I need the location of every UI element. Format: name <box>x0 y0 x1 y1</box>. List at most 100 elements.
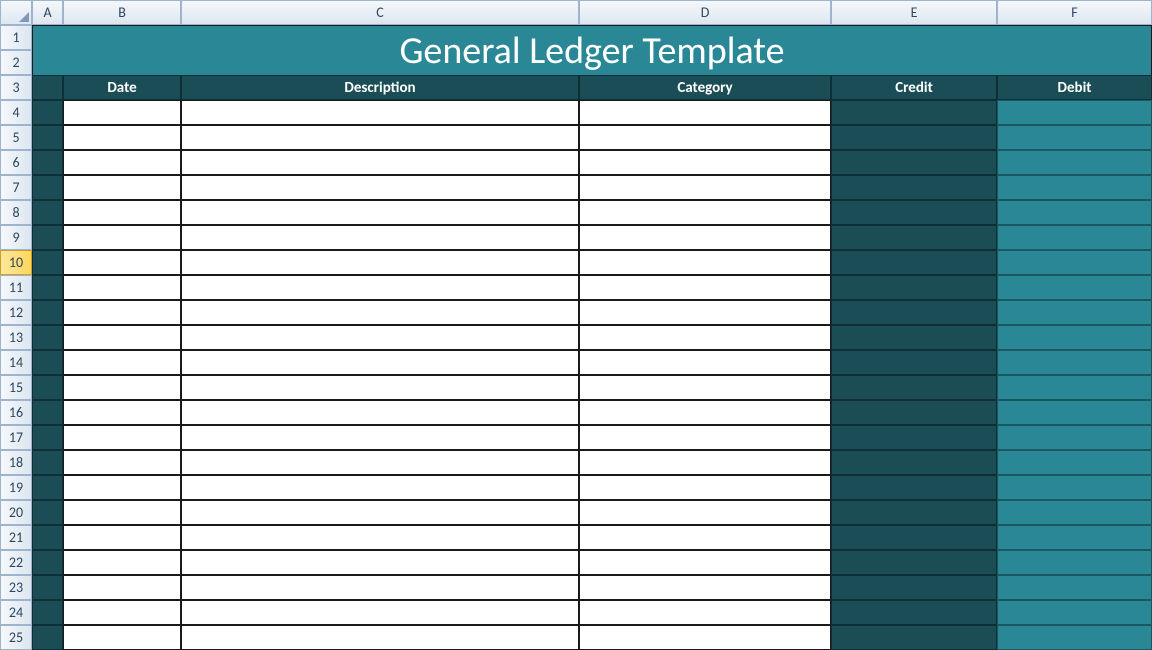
cell-f-5[interactable] <box>997 125 1152 150</box>
cell-a-22[interactable] <box>32 550 63 575</box>
cell-b-20[interactable] <box>63 500 181 525</box>
cell-b-17[interactable] <box>63 425 181 450</box>
cell-f-8[interactable] <box>997 200 1152 225</box>
cell-d-15[interactable] <box>579 375 831 400</box>
cell-d-10[interactable] <box>579 250 831 275</box>
cell-d-5[interactable] <box>579 125 831 150</box>
cell-e-15[interactable] <box>831 375 997 400</box>
cell-e-12[interactable] <box>831 300 997 325</box>
col-a-row-3[interactable] <box>32 75 63 100</box>
cell-f-11[interactable] <box>997 275 1152 300</box>
cell-d-12[interactable] <box>579 300 831 325</box>
cell-e-17[interactable] <box>831 425 997 450</box>
cell-e-6[interactable] <box>831 150 997 175</box>
cell-c-25[interactable] <box>181 625 579 650</box>
cell-a-5[interactable] <box>32 125 63 150</box>
cell-e-21[interactable] <box>831 525 997 550</box>
cell-f-14[interactable] <box>997 350 1152 375</box>
cell-a-6[interactable] <box>32 150 63 175</box>
cell-c-21[interactable] <box>181 525 579 550</box>
cell-a-7[interactable] <box>32 175 63 200</box>
row-header-2[interactable]: 2 <box>0 50 32 75</box>
cell-b-21[interactable] <box>63 525 181 550</box>
cell-f-23[interactable] <box>997 575 1152 600</box>
cell-f-15[interactable] <box>997 375 1152 400</box>
spreadsheet-grid[interactable]: ABCDEF1General Ledger Template23DateDesc… <box>0 0 1152 650</box>
cell-b-19[interactable] <box>63 475 181 500</box>
cell-c-19[interactable] <box>181 475 579 500</box>
cell-d-21[interactable] <box>579 525 831 550</box>
cell-f-10[interactable] <box>997 250 1152 275</box>
cell-e-7[interactable] <box>831 175 997 200</box>
cell-f-25[interactable] <box>997 625 1152 650</box>
row-header-12[interactable]: 12 <box>0 300 32 325</box>
cell-a-18[interactable] <box>32 450 63 475</box>
cell-e-10[interactable] <box>831 250 997 275</box>
cell-d-14[interactable] <box>579 350 831 375</box>
cell-f-24[interactable] <box>997 600 1152 625</box>
cell-c-22[interactable] <box>181 550 579 575</box>
cell-b-5[interactable] <box>63 125 181 150</box>
cell-b-24[interactable] <box>63 600 181 625</box>
cell-e-24[interactable] <box>831 600 997 625</box>
cell-b-8[interactable] <box>63 200 181 225</box>
row-header-7[interactable]: 7 <box>0 175 32 200</box>
cell-d-11[interactable] <box>579 275 831 300</box>
cell-d-20[interactable] <box>579 500 831 525</box>
cell-c-23[interactable] <box>181 575 579 600</box>
cell-d-6[interactable] <box>579 150 831 175</box>
cell-d-22[interactable] <box>579 550 831 575</box>
cell-a-10[interactable] <box>32 250 63 275</box>
row-header-4[interactable]: 4 <box>0 100 32 125</box>
cell-e-4[interactable] <box>831 100 997 125</box>
cell-f-17[interactable] <box>997 425 1152 450</box>
cell-c-17[interactable] <box>181 425 579 450</box>
row-header-18[interactable]: 18 <box>0 450 32 475</box>
cell-a-24[interactable] <box>32 600 63 625</box>
cell-b-4[interactable] <box>63 100 181 125</box>
cell-b-25[interactable] <box>63 625 181 650</box>
cell-c-24[interactable] <box>181 600 579 625</box>
cell-a-16[interactable] <box>32 400 63 425</box>
cell-f-12[interactable] <box>997 300 1152 325</box>
cell-c-10[interactable] <box>181 250 579 275</box>
cell-a-14[interactable] <box>32 350 63 375</box>
cell-b-9[interactable] <box>63 225 181 250</box>
row-header-20[interactable]: 20 <box>0 500 32 525</box>
cell-d-17[interactable] <box>579 425 831 450</box>
cell-e-20[interactable] <box>831 500 997 525</box>
cell-b-11[interactable] <box>63 275 181 300</box>
row-header-21[interactable]: 21 <box>0 525 32 550</box>
cell-c-4[interactable] <box>181 100 579 125</box>
cell-b-6[interactable] <box>63 150 181 175</box>
cell-c-9[interactable] <box>181 225 579 250</box>
cell-a-23[interactable] <box>32 575 63 600</box>
cell-c-16[interactable] <box>181 400 579 425</box>
cell-a-19[interactable] <box>32 475 63 500</box>
cell-e-22[interactable] <box>831 550 997 575</box>
cell-f-18[interactable] <box>997 450 1152 475</box>
cell-f-19[interactable] <box>997 475 1152 500</box>
cell-e-23[interactable] <box>831 575 997 600</box>
cell-f-21[interactable] <box>997 525 1152 550</box>
cell-c-7[interactable] <box>181 175 579 200</box>
cell-f-6[interactable] <box>997 150 1152 175</box>
cell-b-10[interactable] <box>63 250 181 275</box>
column-header-b[interactable]: B <box>63 0 181 25</box>
cell-b-7[interactable] <box>63 175 181 200</box>
cell-a-13[interactable] <box>32 325 63 350</box>
row-header-17[interactable]: 17 <box>0 425 32 450</box>
cell-f-7[interactable] <box>997 175 1152 200</box>
cell-c-5[interactable] <box>181 125 579 150</box>
cell-f-9[interactable] <box>997 225 1152 250</box>
cell-e-25[interactable] <box>831 625 997 650</box>
row-header-19[interactable]: 19 <box>0 475 32 500</box>
cell-c-13[interactable] <box>181 325 579 350</box>
cell-b-16[interactable] <box>63 400 181 425</box>
row-header-8[interactable]: 8 <box>0 200 32 225</box>
cell-e-13[interactable] <box>831 325 997 350</box>
row-header-9[interactable]: 9 <box>0 225 32 250</box>
cell-c-11[interactable] <box>181 275 579 300</box>
row-header-6[interactable]: 6 <box>0 150 32 175</box>
cell-c-20[interactable] <box>181 500 579 525</box>
